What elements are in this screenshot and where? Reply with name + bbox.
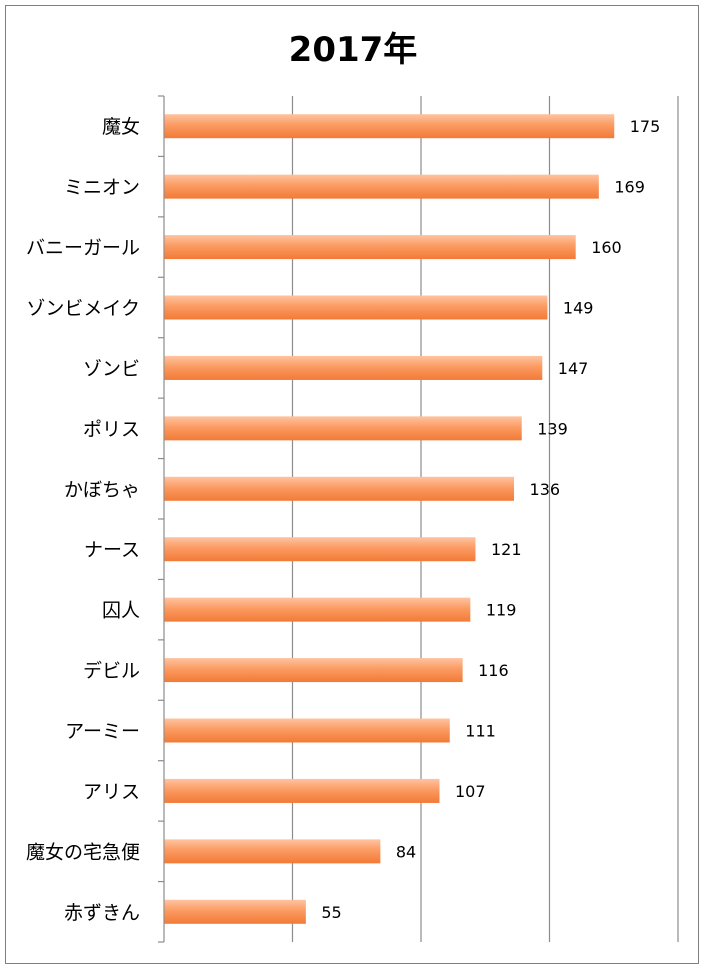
category-label: かぼちゃ xyxy=(64,479,140,501)
bar xyxy=(164,235,576,260)
data-label: 147 xyxy=(558,359,589,378)
data-label: 121 xyxy=(491,540,522,559)
gridlines xyxy=(291,96,679,942)
data-label: 107 xyxy=(455,782,486,801)
bar xyxy=(164,355,543,380)
category-label: 魔女 xyxy=(102,116,140,138)
category-label: ポリス xyxy=(83,418,140,440)
category-label: 赤ずきん xyxy=(64,902,140,924)
bars xyxy=(164,114,615,924)
data-label: 169 xyxy=(614,178,645,197)
bar xyxy=(164,778,440,803)
bar xyxy=(164,839,381,864)
bar xyxy=(164,476,515,501)
bar xyxy=(164,658,463,683)
category-label: ミニオン xyxy=(64,177,140,199)
category-label: ゾンビメイク xyxy=(26,298,140,320)
bar xyxy=(164,114,615,139)
data-label: 84 xyxy=(396,842,416,861)
data-label: 116 xyxy=(478,661,509,680)
data-label: 149 xyxy=(563,299,594,318)
category-label: デビル xyxy=(83,660,140,682)
category-label: アーミー xyxy=(65,721,140,743)
category-label: 魔女の宅急便 xyxy=(26,841,140,863)
data-label: 111 xyxy=(465,722,496,741)
chart-title: 2017年 xyxy=(288,30,418,70)
bar xyxy=(164,537,476,562)
bar xyxy=(164,718,450,743)
data-label: 119 xyxy=(486,601,517,620)
data-label: 175 xyxy=(630,117,661,136)
data-label: 160 xyxy=(591,238,622,257)
data-label: 136 xyxy=(530,480,561,499)
category-label: バニーガール xyxy=(26,237,140,259)
category-label: アリス xyxy=(83,781,140,803)
category-axis xyxy=(158,95,165,943)
data-label: 139 xyxy=(537,419,568,438)
category-label: ゾンビ xyxy=(83,358,140,380)
category-label: ナース xyxy=(84,539,140,561)
labels: 175 魔女 169 ミニオン 160 バニーガール 149 ゾンビメイク 147 ゾンビ 139 ポ… xyxy=(26,116,660,924)
bar xyxy=(164,174,599,199)
data-label: 55 xyxy=(321,903,341,922)
bar xyxy=(164,295,548,320)
bar xyxy=(164,597,471,622)
bar xyxy=(164,899,306,924)
bar xyxy=(164,416,522,441)
category-label: 囚人 xyxy=(102,600,140,622)
